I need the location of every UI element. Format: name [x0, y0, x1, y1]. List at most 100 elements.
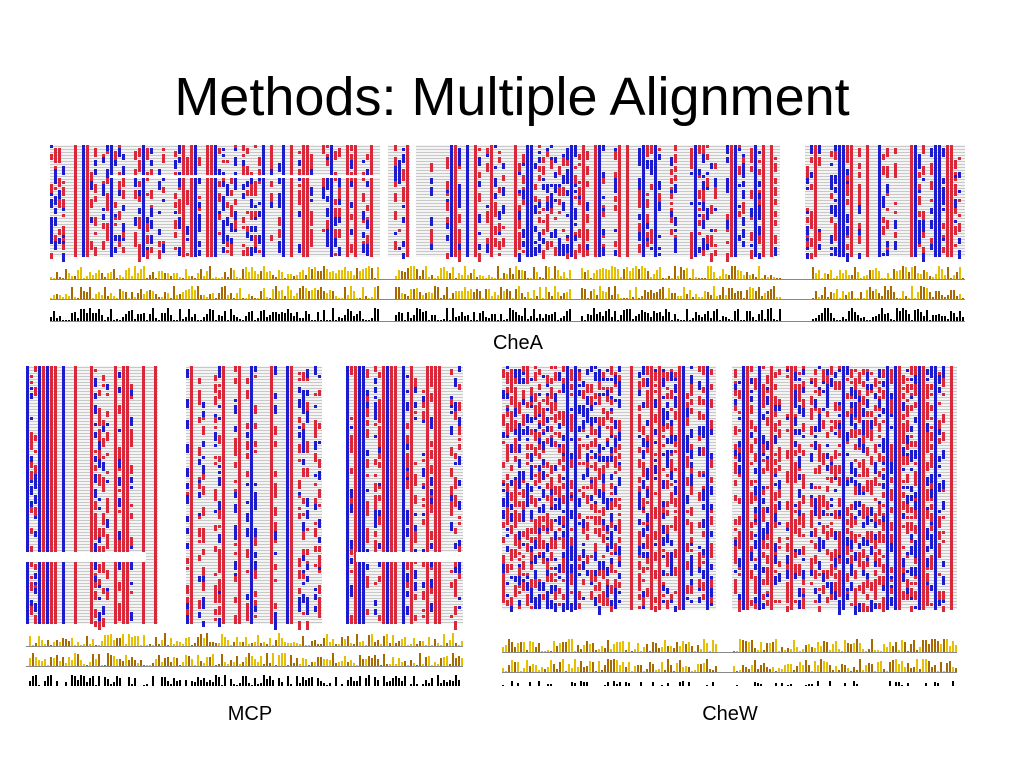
alignment-column — [46, 366, 49, 624]
alignment-column — [330, 145, 333, 257]
alignment-column — [654, 145, 657, 257]
alignment-row-gap — [26, 552, 146, 562]
alignment-column — [582, 145, 585, 257]
alignment-column — [566, 366, 569, 610]
alignment-column — [426, 366, 429, 624]
alignment-column — [770, 366, 773, 610]
alignment-column — [370, 145, 373, 257]
alignment-column — [354, 145, 357, 257]
alignment-column — [238, 366, 241, 624]
alignment-column — [922, 366, 925, 610]
alignment-column — [950, 145, 953, 257]
alignment-column — [838, 145, 841, 257]
alignment-row-gap — [110, 175, 380, 178]
chea-caption: CheA — [492, 332, 544, 354]
alignment-column — [390, 366, 393, 624]
alignment-column — [450, 145, 453, 257]
alignment-column — [850, 145, 853, 257]
alignment-column — [466, 145, 469, 257]
alignment-column — [290, 145, 293, 257]
alignment-row-gap — [356, 552, 463, 562]
alignment-column — [270, 366, 273, 624]
alignment-column — [110, 145, 113, 257]
slide-title: Methods: Multiple Alignment — [174, 67, 850, 127]
alignment-column — [210, 145, 213, 257]
alignment-column — [434, 366, 437, 624]
alignment-gap — [410, 145, 416, 257]
alignment-column — [386, 366, 389, 624]
alignment-column — [950, 366, 953, 610]
alignment-column — [650, 366, 653, 610]
alignment-column — [894, 366, 897, 610]
alignment-column — [346, 366, 349, 624]
alignment-column — [770, 145, 773, 257]
alignment-column — [658, 366, 661, 610]
alignment-column — [734, 145, 737, 257]
alignment-column — [250, 366, 253, 624]
alignment-column — [142, 366, 145, 624]
alignment-gap — [716, 366, 732, 610]
alignment-column — [214, 145, 217, 257]
alignment-column — [746, 366, 749, 610]
mcp-alignment-image — [26, 366, 463, 686]
conservation-track-baseline — [50, 279, 965, 280]
mcp-caption: MCP — [227, 703, 273, 725]
quality-track-baseline — [26, 666, 463, 667]
alignment-column — [182, 145, 185, 257]
alignment-column — [574, 366, 577, 610]
alignment-column — [362, 366, 365, 624]
alignment-column — [382, 366, 385, 624]
chew-alignment-figure — [502, 366, 957, 686]
alignment-column — [934, 366, 937, 610]
alignment-column — [86, 145, 89, 257]
alignment-column — [598, 145, 601, 257]
quality-track-baseline — [502, 672, 957, 673]
alignment-column — [50, 366, 53, 624]
alignment-column — [194, 145, 197, 257]
alignment-column — [346, 145, 349, 257]
alignment-column — [306, 145, 309, 257]
mcp-alignment-figure — [26, 366, 463, 686]
alignment-column — [946, 145, 949, 257]
alignment-column — [618, 145, 621, 257]
chew-alignment-image — [502, 366, 957, 686]
alignment-gap — [380, 145, 388, 257]
alignment-column — [190, 145, 193, 257]
alignment-column — [866, 145, 869, 257]
consensus-track-baseline — [50, 321, 965, 322]
quality-track-baseline — [50, 299, 965, 300]
alignment-gap — [322, 366, 346, 624]
alignment-column — [126, 366, 129, 624]
alignment-column — [730, 145, 733, 257]
alignment-column — [910, 145, 913, 257]
alignment-column — [82, 145, 85, 257]
alignment-column — [886, 366, 889, 610]
chea-alignment-figure — [50, 145, 965, 325]
alignment-column — [190, 366, 193, 624]
alignment-column — [114, 366, 117, 624]
alignment-column — [74, 145, 77, 257]
alignment-column — [694, 145, 697, 257]
alignment-column — [290, 366, 293, 624]
alignment-column — [878, 145, 881, 257]
alignment-column — [530, 145, 533, 257]
alignment-column — [706, 366, 709, 610]
alignment-column — [262, 145, 265, 257]
alignment-column — [842, 145, 845, 257]
alignment-column — [682, 366, 685, 610]
alignment-column — [142, 145, 145, 257]
alignment-column — [626, 145, 629, 257]
alignment-column — [90, 366, 93, 624]
alignment-column — [206, 145, 209, 257]
alignment-column — [842, 366, 845, 610]
alignment-column — [678, 366, 681, 610]
alignment-column — [758, 366, 761, 610]
alignment-column — [934, 145, 937, 257]
alignment-column — [914, 145, 917, 257]
alignment-column — [594, 145, 597, 257]
alignment-column — [938, 145, 941, 257]
alignment-column — [898, 366, 901, 610]
alignment-column — [474, 145, 477, 257]
alignment-column — [642, 145, 645, 257]
conservation-track-baseline — [502, 652, 957, 653]
